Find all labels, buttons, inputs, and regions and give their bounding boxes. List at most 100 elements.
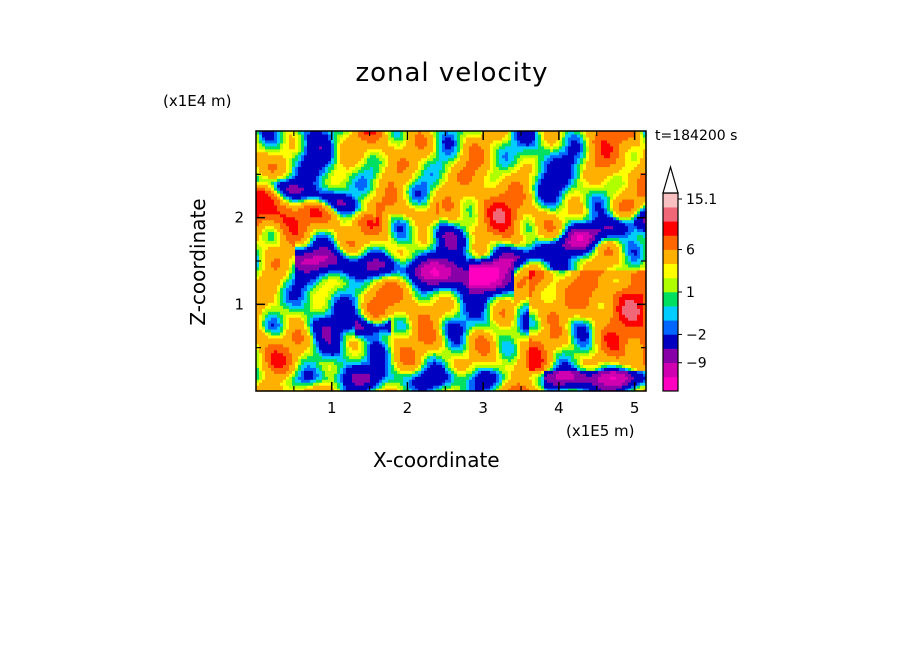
heatmap-cell <box>283 317 287 321</box>
heatmap-cell <box>310 172 314 176</box>
heatmap-cell <box>394 355 398 360</box>
heatmap-cell <box>418 266 422 271</box>
heatmap-cell <box>292 190 296 194</box>
heatmap-cell <box>295 255 299 259</box>
heatmap-cell <box>283 187 287 191</box>
heatmap-cell <box>400 249 404 253</box>
heatmap-cell <box>415 151 419 156</box>
heatmap-cell <box>385 287 389 292</box>
heatmap-cell <box>409 343 413 348</box>
heatmap-cell <box>274 207 278 212</box>
heatmap-cell <box>316 334 320 339</box>
heatmap-cell <box>322 373 326 377</box>
heatmap-cell <box>379 184 383 188</box>
heatmap-cell <box>274 305 278 309</box>
heatmap-cell <box>340 213 344 218</box>
heatmap-cell <box>391 334 395 339</box>
heatmap-cell <box>385 284 389 289</box>
heatmap-cell <box>346 213 350 218</box>
heatmap-cell <box>292 219 296 224</box>
heatmap-cell <box>343 349 347 354</box>
heatmap-cell <box>292 308 296 312</box>
heatmap-cell <box>331 326 335 330</box>
heatmap-cell <box>289 196 293 200</box>
heatmap-cell <box>325 379 329 383</box>
heatmap-cell <box>310 364 314 368</box>
heatmap-cell <box>292 331 296 336</box>
heatmap-cell <box>412 237 416 241</box>
heatmap-cell <box>265 258 269 262</box>
heatmap-cell <box>370 385 374 389</box>
heatmap-cell <box>385 228 389 233</box>
heatmap-cell <box>298 219 302 224</box>
heatmap-cell <box>268 290 272 295</box>
heatmap-cell <box>412 255 416 259</box>
heatmap-cell <box>421 157 425 162</box>
heatmap-cell <box>409 207 413 212</box>
heatmap-cell <box>409 258 413 262</box>
heatmap-cell <box>292 231 296 235</box>
heatmap-cell <box>307 151 311 156</box>
heatmap-cell <box>418 367 422 371</box>
heatmap-cell <box>262 364 266 368</box>
heatmap-cell <box>424 269 428 274</box>
heatmap-cell <box>415 207 419 212</box>
heatmap-cell <box>397 133 401 138</box>
heatmap-cell <box>403 136 407 141</box>
heatmap-cell <box>388 296 392 300</box>
heatmap-cell <box>334 275 338 280</box>
heatmap-cell <box>394 272 398 277</box>
heatmap-cell <box>373 367 377 371</box>
heatmap-cell <box>418 379 422 383</box>
heatmap-cell <box>385 367 389 371</box>
heatmap-cell <box>379 243 383 247</box>
heatmap-cell <box>319 234 323 238</box>
heatmap-cell <box>358 139 362 144</box>
heatmap-cell <box>358 266 362 271</box>
heatmap-cell <box>301 337 305 342</box>
heatmap-cell <box>262 181 266 185</box>
heatmap-cell <box>337 326 341 330</box>
heatmap-cell <box>304 210 308 215</box>
heatmap-cell <box>400 379 404 383</box>
heatmap-cell <box>376 219 380 224</box>
heatmap-cell <box>262 305 266 309</box>
heatmap-cell <box>406 263 410 268</box>
heatmap-cell <box>349 151 353 156</box>
heatmap-cell <box>394 376 398 380</box>
heatmap-cell <box>418 275 422 280</box>
heatmap-cell <box>397 237 401 241</box>
heatmap-cell <box>319 373 323 377</box>
heatmap-cell <box>280 213 284 218</box>
heatmap-cell <box>367 261 371 265</box>
heatmap-cell <box>340 364 344 368</box>
heatmap-cell <box>322 210 326 215</box>
heatmap-cell <box>421 284 425 289</box>
heatmap-cell <box>316 190 320 194</box>
heatmap-cell <box>382 284 386 289</box>
heatmap-cell <box>334 320 338 324</box>
heatmap-cell <box>271 352 275 357</box>
heatmap-cell <box>352 293 356 298</box>
heatmap-cell <box>277 364 281 368</box>
heatmap-cell <box>370 296 374 300</box>
heatmap-cell <box>352 243 356 247</box>
heatmap-cell <box>355 293 359 298</box>
heatmap-cell <box>373 258 377 262</box>
heatmap-cell <box>418 272 422 277</box>
heatmap-cell <box>271 328 275 333</box>
heatmap-cell <box>271 219 275 224</box>
heatmap-cell <box>415 337 419 342</box>
heatmap-cell <box>343 373 347 377</box>
heatmap-cell <box>400 373 404 377</box>
heatmap-cell <box>304 296 308 300</box>
heatmap-cell <box>364 305 368 309</box>
heatmap-cell <box>286 157 290 162</box>
heatmap-cell <box>325 133 329 138</box>
heatmap-cell <box>268 305 272 309</box>
heatmap-cell <box>352 308 356 312</box>
heatmap-cell <box>403 207 407 212</box>
heatmap-cell <box>367 317 371 321</box>
heatmap-cell <box>373 148 377 153</box>
heatmap-cell <box>373 343 377 348</box>
